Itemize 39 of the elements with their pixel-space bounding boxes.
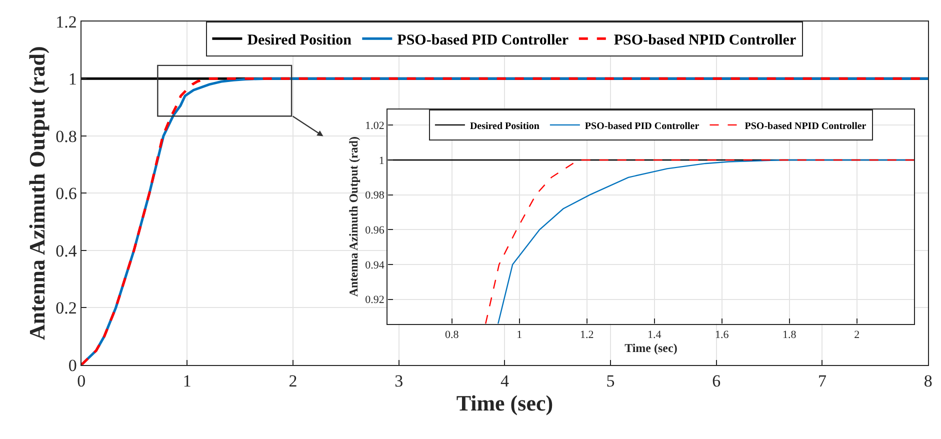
legend-label: Desired Position	[470, 120, 540, 132]
y-tick-label: 0.8	[56, 126, 77, 146]
y-axis-title: Antenna Azimuth Output (rad)	[346, 136, 360, 297]
y-tick-label: 1.02	[365, 120, 384, 132]
x-tick-label: 7	[818, 371, 827, 390]
legend-label: PSO-based PID Controller	[584, 120, 700, 132]
legend-label: PSO-based NPID Controller	[614, 32, 796, 49]
x-tick-label: 2	[288, 371, 298, 390]
y-tick-label: 0.4	[56, 241, 78, 260]
x-tick-label: 2	[854, 329, 860, 342]
x-tick-label: 1.4	[647, 329, 662, 342]
y-tick-label: 1	[378, 154, 384, 167]
y-tick-label: 0.6	[56, 184, 77, 204]
x-axis-title: Time (sec)	[624, 341, 678, 356]
x-tick-label: 8	[924, 371, 932, 390]
x-axis-title: Time (sec)	[456, 390, 554, 416]
x-tick-label: 1	[182, 371, 192, 390]
legend-label: PSO-based NPID Controller	[744, 120, 867, 132]
x-tick-label: 5	[606, 371, 615, 390]
y-tick-label: 1	[68, 70, 77, 89]
y-axis-title: Antenna Azimuth Output (rad)	[24, 46, 50, 340]
y-tick-label: 0	[68, 356, 77, 375]
y-tick-label: 0.98	[365, 190, 385, 202]
y-tick-label: 0.92	[365, 294, 384, 306]
x-tick-label: 1.6	[714, 329, 730, 342]
x-tick-label: 6	[712, 371, 721, 390]
legend-label: PSO-based PID Controller	[397, 32, 569, 49]
y-tick-label: 1.2	[56, 12, 77, 32]
x-tick-label: 1.8	[782, 329, 797, 342]
y-tick-label: 0.94	[365, 259, 385, 272]
y-tick-label: 0.96	[365, 224, 385, 237]
y-tick-label: 0.2	[56, 298, 77, 318]
line-series	[81, 77, 928, 365]
x-tick-label: 0.8	[444, 329, 460, 342]
x-tick-label: 4	[500, 371, 510, 390]
x-tick-label: 1	[516, 329, 522, 342]
x-tick-label: 3	[394, 371, 404, 390]
x-tick-label: 1.2	[580, 329, 594, 342]
legend-label: Desired Position	[247, 32, 352, 49]
